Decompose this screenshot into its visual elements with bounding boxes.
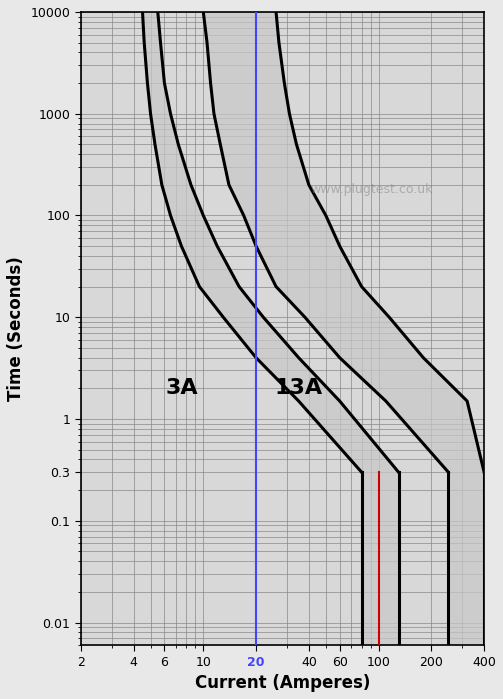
Text: 3A: 3A [165, 378, 198, 398]
Text: 13A: 13A [275, 378, 323, 398]
Polygon shape [203, 12, 484, 645]
X-axis label: Current (Amperes): Current (Amperes) [195, 674, 370, 692]
Polygon shape [142, 12, 398, 645]
Text: www.plugtest.co.uk: www.plugtest.co.uk [310, 182, 433, 196]
Y-axis label: Time (Seconds): Time (Seconds) [7, 256, 25, 401]
